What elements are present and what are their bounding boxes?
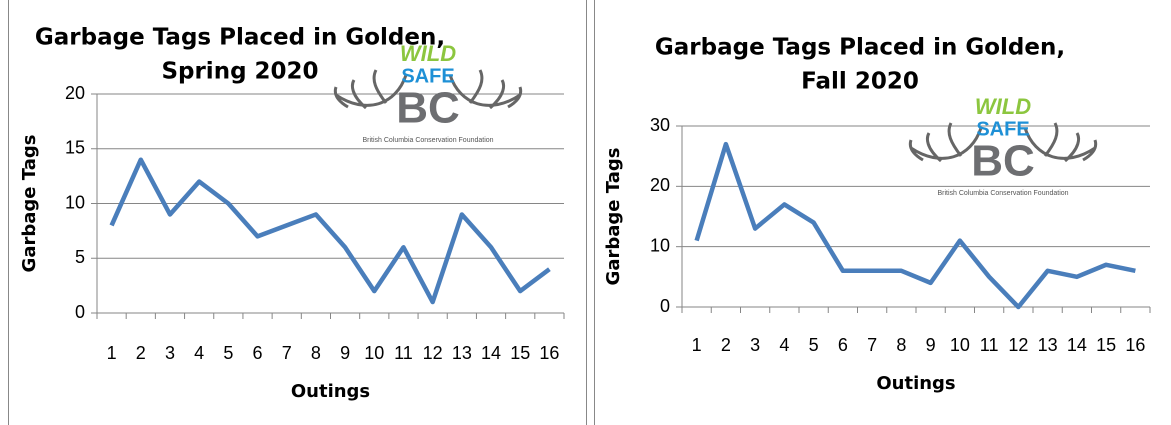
logo-caption: British Columbia Conservation Foundation [362,137,493,144]
y-tick-label: 5 [75,247,85,267]
x-tick-label: 1 [692,335,702,355]
x-tick-label: 3 [750,335,760,355]
x-tick-label: 1 [107,343,117,363]
y-tick-label: 10 [65,192,85,212]
x-tick-label: 14 [481,343,501,363]
data-line [109,157,551,305]
x-tick-label: 2 [721,335,731,355]
chart-title: Spring 2020 [161,59,318,85]
x-tick-label: 9 [926,335,936,355]
x-tick-label: 10 [950,335,970,355]
x-tick-label: 2 [136,343,146,363]
x-tick-label: 15 [510,343,530,363]
x-tick-label: 12 [423,343,443,363]
x-tick-label: 14 [1067,335,1087,355]
chart-frame [594,0,1171,425]
y-tick-label: 20 [65,83,85,103]
logo-caption: British Columbia Conservation Foundation [937,190,1068,197]
x-tick-label: 6 [838,335,848,355]
logo-word: WILD [975,94,1031,119]
x-tick-label: 3 [165,343,175,363]
x-tick-label: 8 [896,335,906,355]
chart-title: Garbage Tags Placed in Golden, [35,25,445,51]
x-tick-label: 15 [1096,335,1116,355]
x-tick-label: 4 [779,335,789,355]
y-tick-label: 20 [650,175,670,195]
x-tick-label: 8 [311,343,321,363]
y-tick-label: 30 [650,115,670,135]
x-tick-label: 9 [340,343,350,363]
data-line [694,141,1136,310]
chart-title: Fall 2020 [801,69,919,95]
y-axis-title: Garbage Tags [19,135,40,273]
logo-antler [448,69,523,110]
y-tick-label: 0 [75,302,85,322]
x-axis-title: Outings [876,373,955,394]
logo-word: SAFE [976,118,1029,140]
x-tick-label: 12 [1008,335,1028,355]
x-tick-label: 11 [980,335,999,355]
x-axis-title: Outings [291,381,370,402]
x-tick-label: 13 [1038,335,1058,355]
logo-word: WILD [400,41,456,66]
x-tick-label: 16 [539,343,559,363]
x-tick-label: 10 [364,343,384,363]
logo-word: SAFE [401,65,454,87]
logo-antler [333,69,408,110]
x-tick-label: 13 [452,343,472,363]
logo-word: BC [971,137,1035,186]
x-tick-label: 16 [1125,335,1145,355]
chart-title: Garbage Tags Placed in Golden, [655,35,1065,61]
y-axis-title: Garbage Tags [603,148,624,286]
x-tick-label: 5 [223,343,233,363]
x-tick-label: 6 [253,343,263,363]
y-tick-label: 15 [65,138,85,158]
logo-word: BC [396,84,460,133]
logo-antler [908,122,983,163]
x-tick-label: 5 [809,335,819,355]
x-tick-label: 11 [394,343,413,363]
y-tick-label: 0 [660,296,670,316]
x-tick-label: 7 [282,343,292,363]
x-tick-label: 4 [194,343,204,363]
chart-frame [8,0,587,425]
x-tick-label: 7 [867,335,877,355]
y-tick-label: 10 [650,235,670,255]
logo-antler [1023,122,1098,163]
